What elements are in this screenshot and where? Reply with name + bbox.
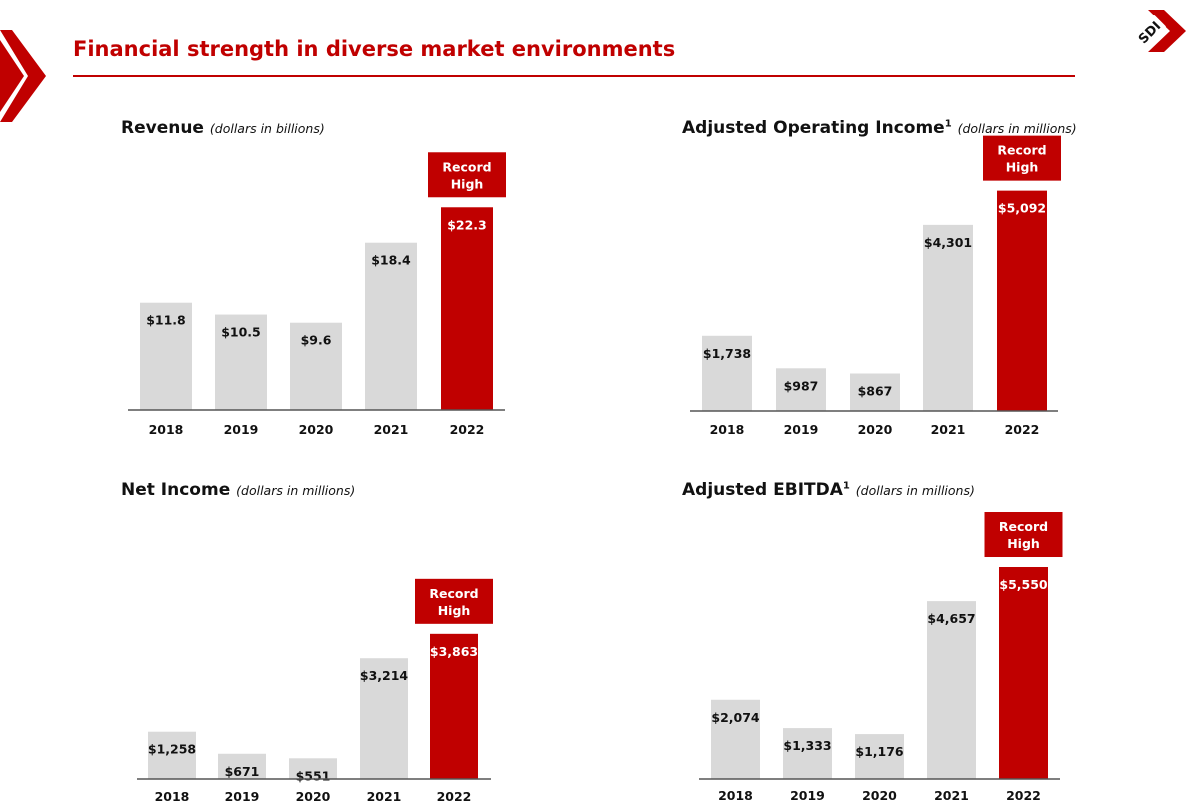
x-tick-label: 2021 <box>934 788 969 803</box>
chart-title-text: Adjusted Operating Income <box>682 118 945 138</box>
bar-value-label: $1,176 <box>855 744 904 759</box>
callout-text: High <box>1006 160 1039 175</box>
chart-title-text: Adjusted EBITDA <box>682 480 843 500</box>
x-tick-label: 2019 <box>224 422 259 437</box>
chart-title-text: Net Income <box>121 480 231 500</box>
bar-2018 <box>702 335 752 411</box>
callout-text: Record <box>997 143 1046 158</box>
bar-2019 <box>218 753 266 779</box>
callout-text: Record <box>429 586 478 601</box>
chevron-right-icon <box>0 30 46 122</box>
bar-2020 <box>850 373 900 411</box>
x-tick-label: 2020 <box>296 789 331 804</box>
chart-unit: (dollars in billions) <box>209 121 325 136</box>
bar-2019 <box>215 314 267 410</box>
x-tick-label: 2021 <box>367 789 402 804</box>
bar-2020 <box>289 758 337 779</box>
chart-unit: (dollars in millions) <box>855 483 975 498</box>
x-tick-label: 2019 <box>790 788 825 803</box>
x-tick-label: 2020 <box>862 788 897 803</box>
record-high-callout <box>984 512 1063 558</box>
record-high-callout <box>415 578 493 624</box>
sdi-logo-icon: SDI <box>1132 10 1186 52</box>
bar-value-label: $5,550 <box>999 577 1048 592</box>
x-tick-label: 2018 <box>155 789 190 804</box>
bar-value-label: $9.6 <box>301 333 332 348</box>
bar-value-label: $18.4 <box>371 253 411 268</box>
record-high-callout <box>983 135 1061 181</box>
bar-2021 <box>360 658 408 779</box>
bar-value-label: $2,074 <box>711 710 760 725</box>
x-tick-label: 2020 <box>858 422 893 437</box>
record-high-callout <box>428 152 506 198</box>
x-tick-label: 2022 <box>1005 422 1040 437</box>
bar-value-label: $987 <box>784 378 819 393</box>
bar-value-label: $867 <box>858 383 893 398</box>
chart-unit: (dollars in millions) <box>236 483 356 498</box>
x-tick-label: 2020 <box>299 422 334 437</box>
chart-unit: (dollars in millions) <box>957 121 1077 136</box>
x-tick-label: 2018 <box>710 422 745 437</box>
bar-value-label: $4,301 <box>924 235 972 250</box>
footnote-marker: 1 <box>842 480 850 492</box>
bar-value-label: $3,214 <box>360 668 409 683</box>
bar-2018 <box>711 699 760 779</box>
x-tick-label: 2019 <box>784 422 819 437</box>
bar-value-label: $5,092 <box>998 201 1046 216</box>
bar-2019 <box>783 728 832 779</box>
chart-title-text: Revenue <box>121 118 204 138</box>
chart-title-net-income: Net Income (dollars in millions) <box>121 480 355 500</box>
x-tick-label: 2022 <box>437 789 472 804</box>
callout-text: High <box>438 603 471 618</box>
bar-value-label: $671 <box>225 764 260 779</box>
bar-2020 <box>855 734 904 779</box>
callout-text: High <box>1007 536 1040 551</box>
bar-2022 <box>997 190 1047 411</box>
bar-2018 <box>148 731 196 779</box>
chart-title-revenue: Revenue (dollars in billions) <box>121 118 325 138</box>
chart-title-ebitda: Adjusted EBITDA1 (dollars in millions) <box>682 480 975 500</box>
bar-2022 <box>441 207 493 410</box>
bar-2019 <box>776 368 826 411</box>
bar-2021 <box>927 601 976 779</box>
x-tick-label: 2022 <box>1006 788 1041 803</box>
bar-2018 <box>140 302 192 410</box>
bar-value-label: $3,863 <box>430 644 478 659</box>
bar-2021 <box>365 242 417 410</box>
bar-value-label: $1,258 <box>148 742 196 757</box>
x-tick-label: 2021 <box>374 422 409 437</box>
callout-text: High <box>451 176 484 191</box>
x-tick-label: 2019 <box>225 789 260 804</box>
title-divider <box>73 75 1075 77</box>
bar-2022 <box>999 567 1048 779</box>
x-tick-label: 2022 <box>450 422 485 437</box>
bar-value-label: $10.5 <box>221 325 261 340</box>
footnote-marker: 1 <box>944 118 952 130</box>
bar-2021 <box>923 224 973 411</box>
callout-text: Record <box>999 519 1048 534</box>
page-title: Financial strength in diverse market env… <box>73 37 676 61</box>
x-tick-label: 2018 <box>149 422 184 437</box>
bar-value-label: $4,657 <box>927 611 975 626</box>
bar-2020 <box>290 322 342 410</box>
bar-2022 <box>430 633 478 779</box>
bar-value-label: $11.8 <box>146 313 186 328</box>
chart-title-operating-income: Adjusted Operating Income1 (dollars in m… <box>682 118 1077 138</box>
bar-value-label: $22.3 <box>447 217 487 232</box>
x-tick-label: 2021 <box>931 422 966 437</box>
bar-value-label: $1,738 <box>703 346 751 361</box>
x-tick-label: 2018 <box>718 788 753 803</box>
callout-text: Record <box>442 159 491 174</box>
bar-value-label: $1,333 <box>783 738 831 753</box>
